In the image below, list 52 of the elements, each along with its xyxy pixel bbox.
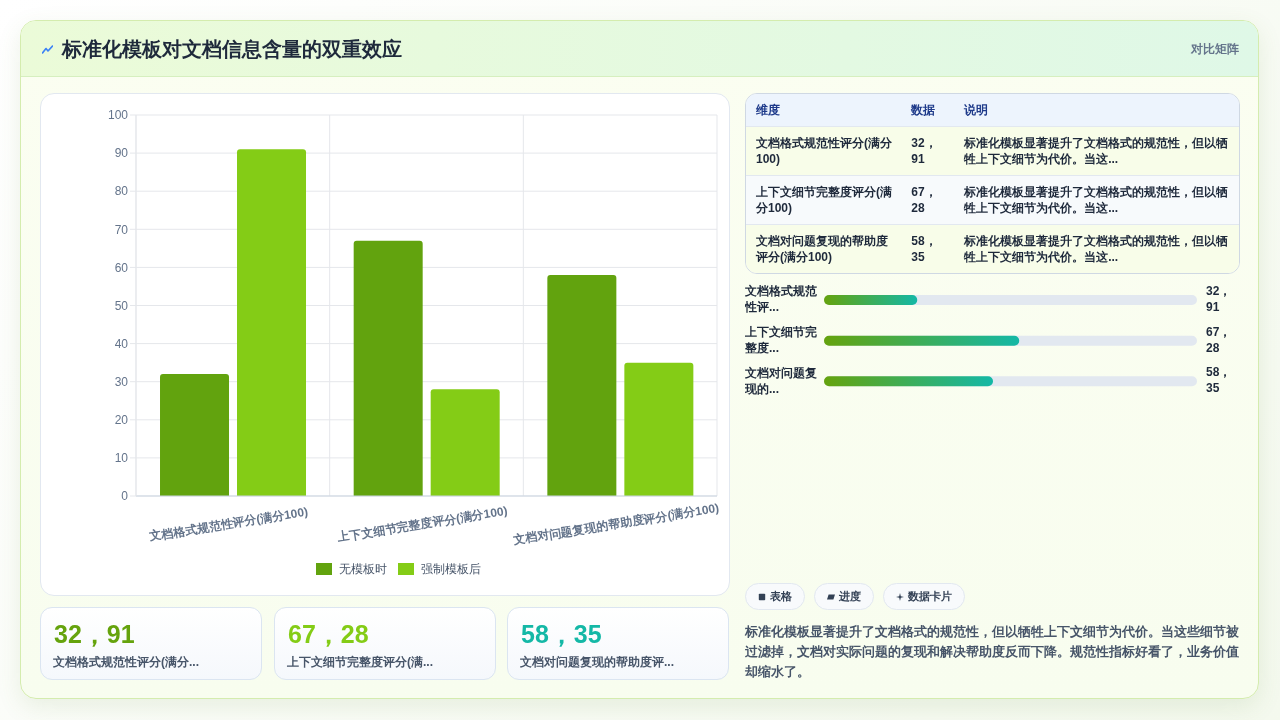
- text: 标准化模板显著提升了文档格式的规范性，但以牺牲上下文细节为代价。当这些细节被过滤掉，文档对实际问题的复现和解决帮助度反而下降。规范性指标好看了，业务价值却缩水了。: [745, 624, 1239, 679]
- text: 文档格式规范性评分(满分...: [53, 655, 199, 669]
- text: 进度: [839, 589, 861, 604]
- text: 文档对问题复现的帮助度评...: [520, 655, 675, 669]
- y-tick-label: 20: [114, 413, 129, 428]
- text: 标准化模板显著提升了文档格式的规范性，但以牺牲上下文细节为代价。当这...: [964, 185, 1229, 215]
- y-tick-label: 60: [114, 260, 129, 275]
- data-label: 32，91: [1206, 284, 1232, 314]
- y-tick-label: 30: [114, 374, 129, 389]
- text: 文档对问题复现的帮助度评分(满分100): [756, 234, 888, 264]
- data-label: 58，35: [1206, 365, 1232, 396]
- x-tick-label: 文档格式规范性评分(满分100): [147, 504, 309, 544]
- bar: [237, 149, 307, 496]
- text: 上下文细节完整度评分(满...: [287, 655, 433, 669]
- text: 标准化模板显著提升了文档格式的规范性，但以牺牲上下文细节为代价。当这...: [964, 136, 1229, 166]
- y-tick-label: 70: [114, 222, 129, 237]
- text: 58，35: [521, 620, 602, 648]
- text: 维度: [756, 103, 780, 117]
- text: 上下文细节完整度评分(满分100): [756, 185, 892, 215]
- text: 对比矩阵: [1191, 42, 1239, 56]
- y-tick-label: 40: [114, 336, 129, 351]
- text: 表格: [770, 589, 792, 604]
- x-tick-label: 文档对问题复现的帮助度评分(满分100): [511, 500, 720, 548]
- text: 文档格式规范性评分(满分100): [756, 136, 892, 166]
- y-tick-label: 文档对问题复现的...: [745, 365, 817, 396]
- bar: [624, 362, 694, 496]
- text: 67，28: [911, 185, 937, 215]
- y-tick-label: 0: [121, 489, 129, 504]
- bar: [353, 240, 423, 496]
- legend-label: 无模板时: [339, 560, 387, 578]
- data-label: 67，28: [1206, 324, 1232, 355]
- x-tick-label: 上下文细节完整度评分(满分100): [335, 503, 509, 545]
- text: 67，28: [288, 620, 369, 648]
- y-tick-label: 上下文细节完整度...: [745, 325, 817, 355]
- legend-label: 强制模板后: [421, 560, 481, 578]
- y-tick-label: 80: [114, 184, 129, 199]
- y-tick-label: 100: [107, 108, 129, 123]
- text: 58，35: [911, 234, 937, 264]
- y-tick-label: 90: [114, 146, 129, 161]
- y-tick-label: 50: [114, 298, 129, 313]
- text: 32，91: [911, 136, 937, 166]
- text: 数据卡片: [908, 589, 952, 604]
- text: 说明: [964, 103, 989, 117]
- bar: [547, 275, 617, 496]
- text: 数据: [911, 103, 936, 117]
- bar: [160, 374, 230, 496]
- chart-title: 标准化模板对文档信息含量的双重效应: [62, 38, 402, 60]
- y-tick-label: 文档格式规范性评...: [745, 284, 817, 315]
- bar: [430, 389, 500, 496]
- text: 32，91: [54, 620, 135, 648]
- text: 标准化模板显著提升了文档格式的规范性，但以牺牲上下文细节为代价。当这...: [964, 234, 1229, 264]
- y-tick-label: 10: [114, 451, 129, 466]
